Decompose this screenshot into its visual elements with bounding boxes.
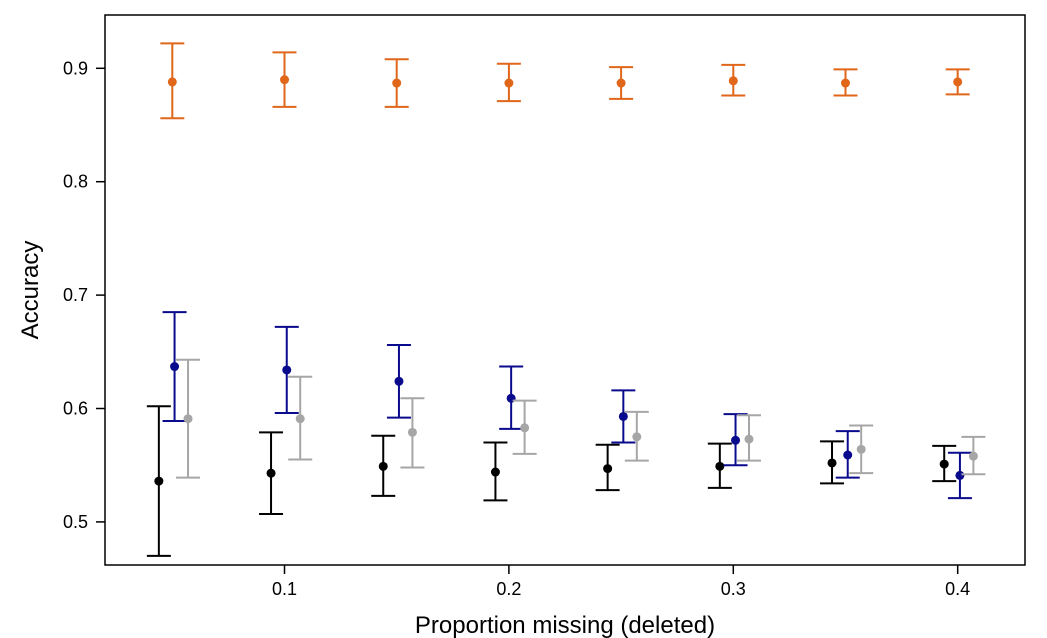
data-point [603, 464, 613, 474]
data-point [183, 414, 193, 424]
y-tick-label: 0.6 [63, 399, 88, 419]
y-tick-label: 0.8 [63, 172, 88, 192]
y-tick-label: 0.5 [63, 512, 88, 532]
data-point [955, 470, 965, 480]
data-point [407, 427, 417, 437]
plot-frame [104, 14, 1026, 566]
data-point [968, 451, 978, 461]
x-axis-ticks: 0.1 0.2 0.3 0.4 [272, 565, 970, 599]
data-point [616, 78, 626, 88]
x-tick-label: 0.4 [945, 579, 970, 599]
data-point [939, 459, 949, 469]
data-point [827, 458, 837, 468]
data-point [744, 434, 754, 444]
chart-marks [146, 42, 986, 557]
data-point [295, 414, 305, 424]
data-point [154, 476, 164, 486]
data-point [378, 461, 388, 471]
data-point [394, 376, 404, 386]
data-point [840, 78, 850, 88]
data-point [618, 411, 628, 421]
data-point [715, 461, 725, 471]
data-point [504, 78, 514, 88]
x-tick-label: 0.1 [272, 579, 297, 599]
data-point [856, 444, 866, 454]
data-point [167, 77, 177, 87]
data-point [490, 467, 500, 477]
data-point [266, 468, 276, 478]
y-tick-label: 0.7 [63, 285, 88, 305]
series-group [160, 42, 970, 120]
y-axis-title: Accuracy [17, 241, 44, 340]
series-group [176, 358, 986, 479]
data-point [632, 432, 642, 442]
data-point [731, 435, 741, 445]
x-axis-title: Proportion missing (deleted) [415, 612, 715, 638]
data-point [728, 76, 738, 86]
y-axis-ticks: 0.5 0.6 0.7 0.8 0.9 [63, 58, 105, 532]
x-tick-label: 0.2 [496, 579, 521, 599]
data-point [282, 365, 292, 375]
data-point [170, 362, 180, 372]
data-point [953, 77, 963, 87]
data-point [392, 78, 402, 88]
x-tick-label: 0.3 [721, 579, 746, 599]
data-point [280, 75, 290, 85]
data-point [520, 423, 530, 433]
series-group [146, 405, 957, 557]
data-point [843, 450, 853, 460]
series-group [162, 311, 972, 500]
y-tick-label: 0.9 [63, 58, 88, 78]
